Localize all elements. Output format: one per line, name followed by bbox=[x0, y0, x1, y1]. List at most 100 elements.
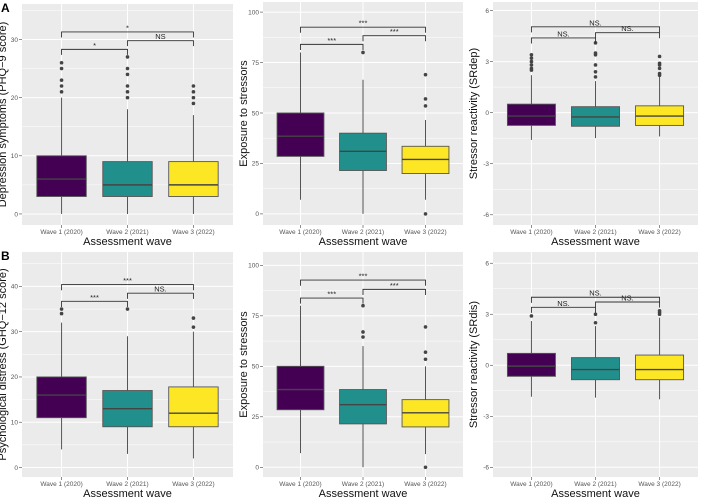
significance-label: NS. bbox=[154, 285, 167, 294]
outlier-point bbox=[593, 69, 598, 74]
y-tick-label: -6 bbox=[483, 465, 489, 472]
significance-bracket bbox=[300, 26, 426, 33]
outlier-point bbox=[423, 357, 428, 362]
outlier-point bbox=[125, 66, 130, 71]
box-iqr bbox=[276, 112, 325, 157]
y-tick-label: 3 bbox=[485, 59, 489, 66]
chart-panel-1: 0 10 20 30 Wave 1 (2020) Wave 2 (2021) Wave 3 … bbox=[0, 1, 233, 248]
y-tick-label: 30 bbox=[11, 37, 19, 44]
outlier-point bbox=[59, 84, 64, 88]
outlier-point bbox=[125, 55, 130, 59]
significance-label: *** bbox=[390, 281, 399, 290]
outlier-point bbox=[593, 75, 598, 79]
significance-label: NS. bbox=[589, 289, 602, 298]
significance-bracket bbox=[61, 284, 194, 291]
outlier-point bbox=[361, 50, 365, 55]
box-iqr bbox=[506, 103, 556, 126]
outlier-point bbox=[125, 90, 130, 94]
y-tick-label: 3 bbox=[485, 312, 489, 319]
x-tick-label: Wave 2 (2021) bbox=[342, 481, 384, 488]
significance-bracket bbox=[300, 43, 364, 50]
outlier-point bbox=[657, 54, 662, 59]
significance-bracket bbox=[595, 301, 661, 308]
outlier-point bbox=[593, 63, 598, 67]
significance-bracket bbox=[530, 296, 661, 303]
outlier-point bbox=[423, 97, 428, 101]
outlier-point bbox=[657, 71, 662, 76]
y-tick-label: 0 bbox=[14, 465, 18, 472]
outlier-point bbox=[191, 101, 196, 106]
y-tick-label: 6 bbox=[485, 8, 489, 15]
y-axis-title: Stressor reactivity (SRdis) bbox=[468, 301, 480, 428]
significance-bracket bbox=[530, 37, 596, 44]
outlier-point bbox=[191, 84, 196, 88]
outlier-point bbox=[59, 90, 64, 94]
box-wave-2 bbox=[571, 312, 620, 398]
y-tick-label: 50 bbox=[252, 364, 260, 371]
significance-bracket bbox=[300, 297, 364, 304]
y-tick-label: 6 bbox=[485, 261, 489, 268]
significance-label: * bbox=[126, 23, 129, 32]
box-wave-3 bbox=[635, 54, 685, 137]
outlier-point bbox=[191, 325, 196, 329]
x-tick-label: Wave 1 (2020) bbox=[510, 481, 552, 488]
box-wave-1 bbox=[506, 52, 556, 140]
box-iqr bbox=[168, 161, 219, 197]
box-iqr bbox=[168, 386, 219, 428]
box-iqr bbox=[571, 357, 620, 381]
x-tick-label: Wave 3 (2022) bbox=[638, 481, 680, 488]
x-tick-label: Wave 2 (2021) bbox=[106, 229, 148, 236]
x-axis-title: Assessment wave bbox=[83, 488, 172, 497]
box-iqr bbox=[506, 352, 556, 377]
significance-bracket bbox=[362, 35, 426, 42]
x-tick-label: Wave 2 (2021) bbox=[574, 229, 616, 236]
outlier-point bbox=[59, 66, 64, 71]
box-iqr bbox=[276, 365, 325, 411]
outlier-point bbox=[423, 325, 428, 329]
significance-bracket bbox=[300, 279, 426, 286]
box-iqr bbox=[635, 354, 685, 381]
significance-bracket bbox=[61, 300, 128, 307]
y-tick-label: 100 bbox=[248, 9, 259, 16]
significance-label: NS. bbox=[557, 299, 570, 308]
outlier-point bbox=[125, 95, 130, 100]
outlier-point bbox=[529, 56, 534, 60]
significance-bracket bbox=[61, 48, 128, 55]
chart-panel-3: -6 -3 0 3 6 Wave 1 (2020) Wave 2 (2021) Wave 3 … bbox=[468, 2, 698, 248]
outlier-point bbox=[59, 307, 64, 311]
significance-label: NS. bbox=[589, 18, 602, 27]
x-tick-label: Wave 3 (2022) bbox=[404, 229, 446, 236]
outlier-point bbox=[657, 61, 662, 66]
outlier-point bbox=[593, 51, 598, 55]
y-tick-label: -3 bbox=[483, 414, 489, 421]
x-axis-title: Assessment wave bbox=[551, 236, 640, 248]
y-tick-label: 10 bbox=[11, 153, 19, 160]
significance-label: *** bbox=[327, 290, 336, 299]
outlier-point bbox=[361, 335, 365, 339]
significance-bracket bbox=[61, 31, 194, 38]
outlier-point bbox=[657, 309, 662, 313]
outlier-point bbox=[191, 95, 196, 100]
significance-label: *** bbox=[359, 272, 368, 281]
box-iqr bbox=[36, 376, 87, 419]
outlier-point bbox=[593, 320, 598, 325]
outlier-point bbox=[423, 104, 428, 108]
y-tick-label: 20 bbox=[11, 374, 19, 381]
x-tick-label: Wave 1 (2020) bbox=[279, 229, 321, 236]
box-wave-1 bbox=[276, 52, 325, 200]
y-axis-title: Depression symptoms (PHQ−9 score) bbox=[0, 22, 9, 208]
significance-bracket bbox=[595, 32, 661, 39]
y-tick-label: 25 bbox=[252, 161, 260, 168]
y-tick-label: 0 bbox=[485, 363, 489, 370]
y-axis-title: Stressor reactivity (SRdep) bbox=[468, 48, 480, 179]
x-tick-label: Wave 1 (2020) bbox=[40, 229, 82, 236]
significance-label: *** bbox=[390, 27, 399, 36]
x-tick-label: Wave 2 (2021) bbox=[342, 229, 384, 236]
outlier-point bbox=[529, 314, 534, 318]
outlier-point bbox=[423, 350, 428, 354]
box-wave-3 bbox=[401, 325, 450, 470]
significance-bracket bbox=[530, 26, 661, 33]
x-axis-title: Assessment wave bbox=[551, 488, 640, 497]
x-axis-title: Assessment wave bbox=[83, 236, 172, 248]
outlier-point bbox=[657, 66, 662, 71]
